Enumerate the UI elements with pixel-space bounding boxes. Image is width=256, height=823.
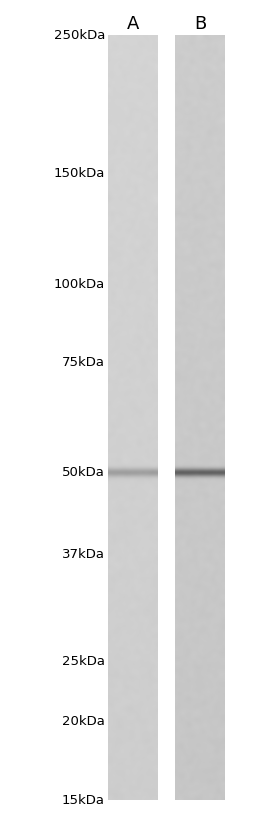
Text: 75kDa: 75kDa [62,356,105,369]
Text: 15kDa: 15kDa [62,793,105,807]
Text: B: B [194,15,206,33]
Text: 20kDa: 20kDa [62,715,105,728]
Text: 37kDa: 37kDa [62,548,105,561]
Text: 100kDa: 100kDa [54,277,105,291]
Text: A: A [127,15,139,33]
Text: 250kDa: 250kDa [54,29,105,41]
Text: 150kDa: 150kDa [54,167,105,180]
Text: 50kDa: 50kDa [62,466,105,479]
Text: 25kDa: 25kDa [62,654,105,667]
